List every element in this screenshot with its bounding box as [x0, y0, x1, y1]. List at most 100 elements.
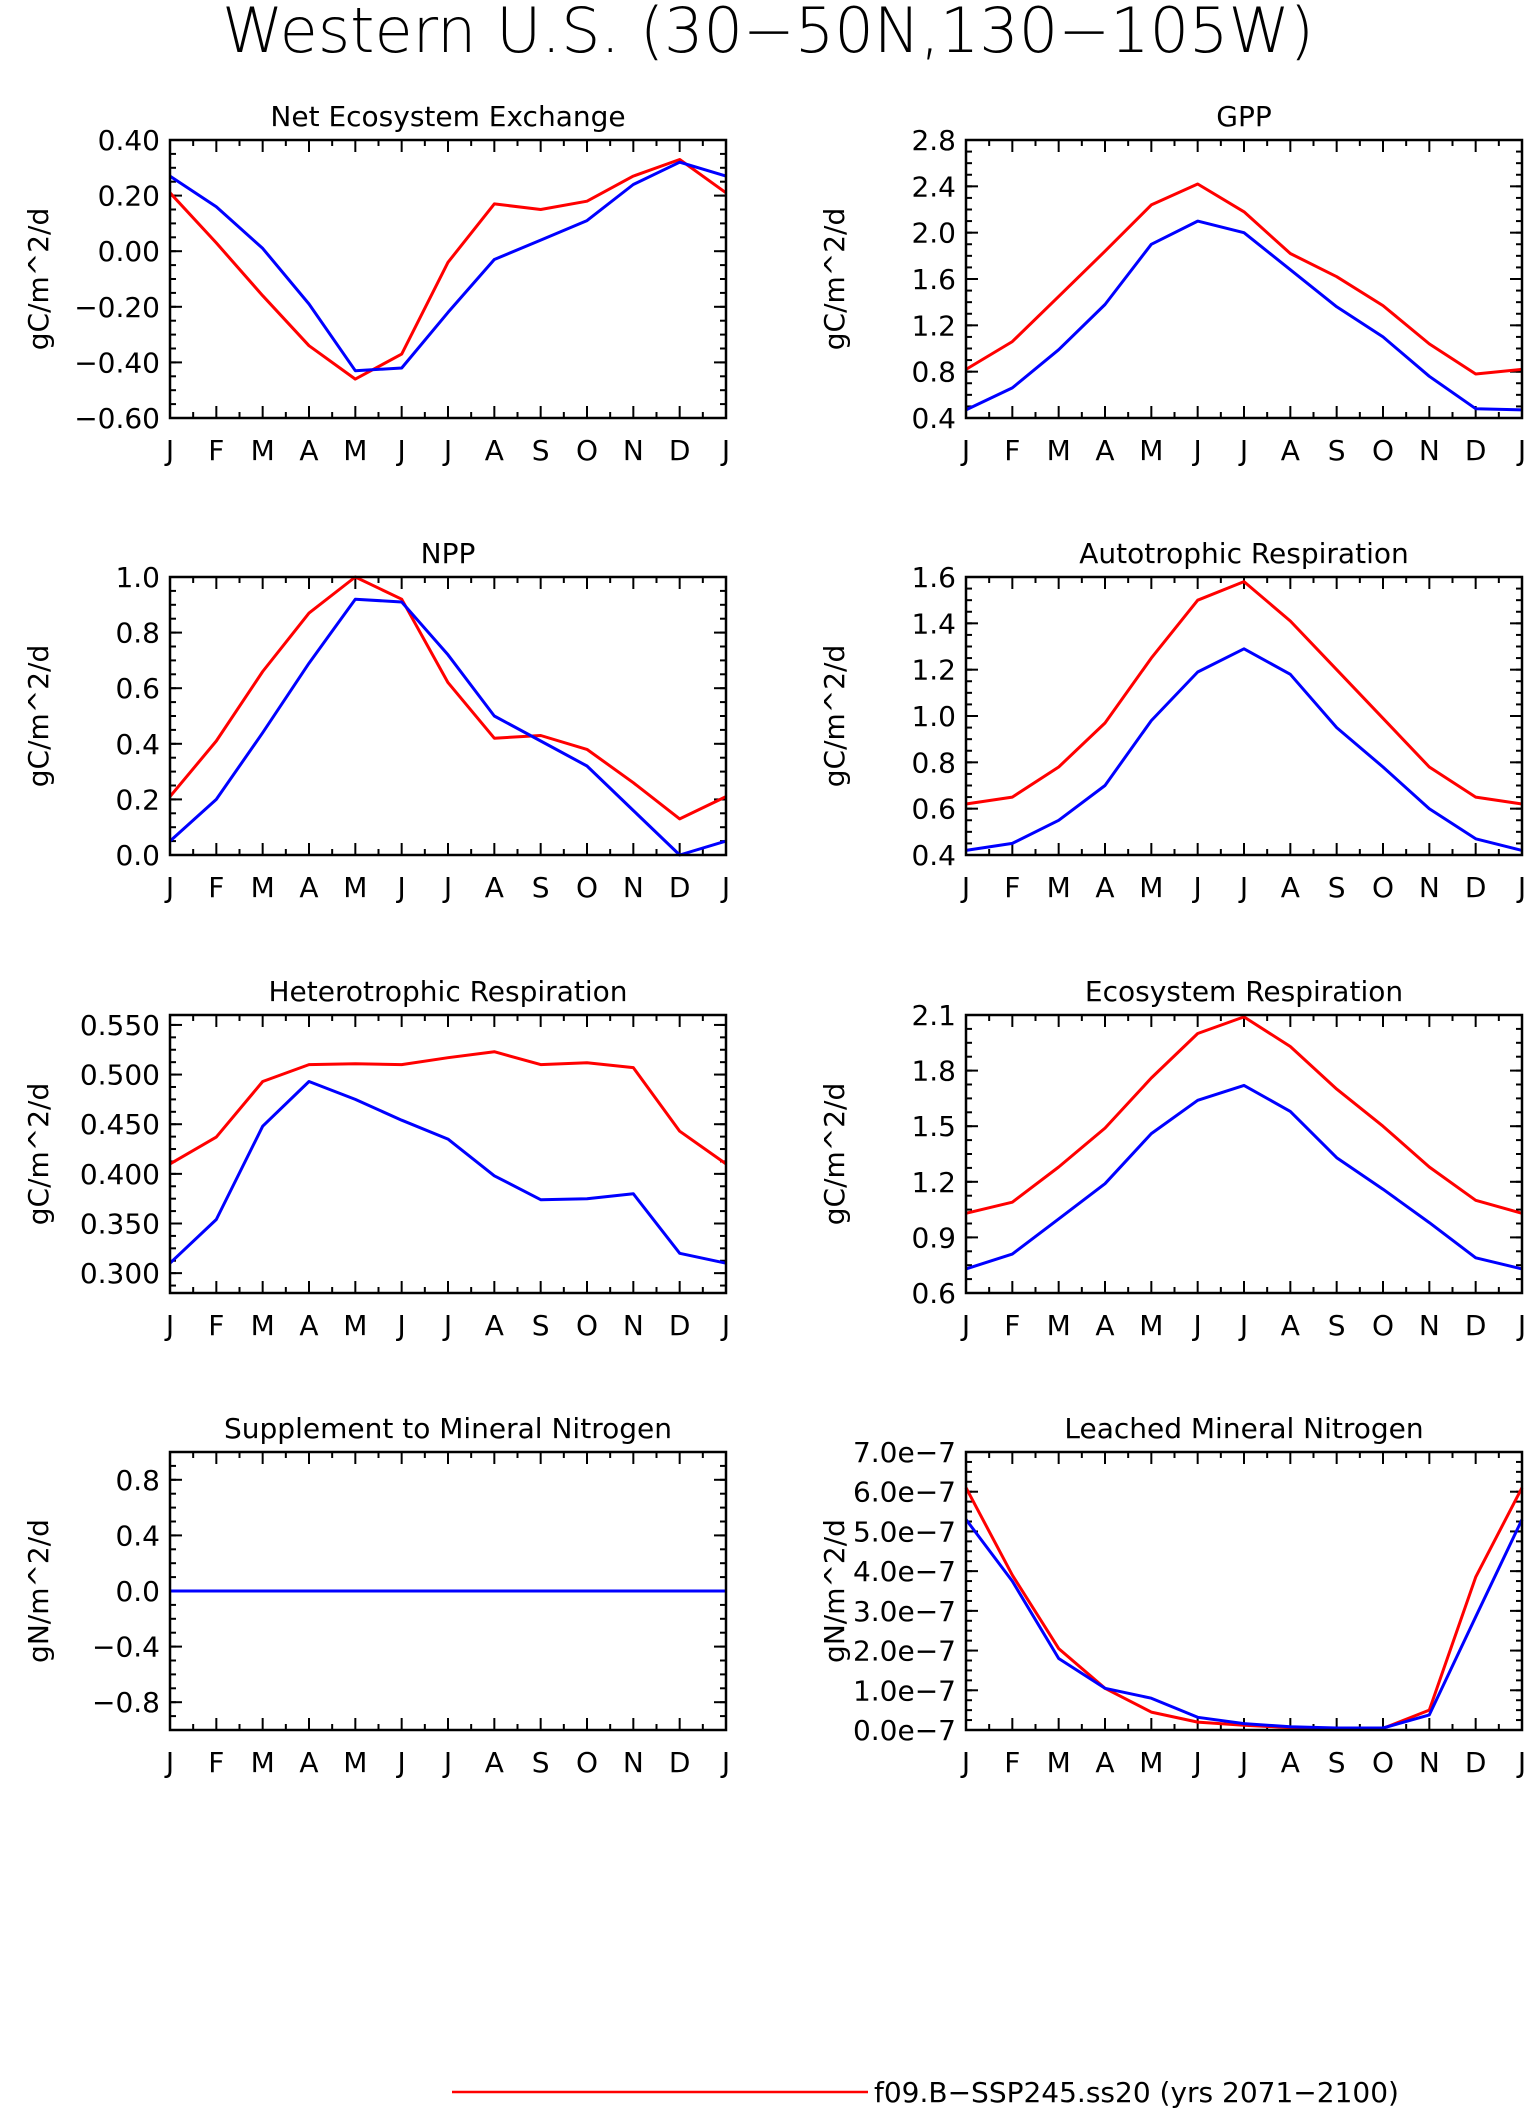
x-tick-label: J — [1238, 871, 1248, 904]
x-tick-label: M — [1047, 1746, 1071, 1779]
y-tick-label: 1.0 — [911, 700, 956, 733]
x-tick-label: M — [1047, 871, 1071, 904]
series-line-1 — [965, 580, 1523, 806]
x-tick-label: F — [208, 1309, 224, 1342]
x-tick-label: O — [576, 1746, 598, 1779]
y-tick-label: 0.6 — [115, 672, 160, 705]
y-tick-label: 0.8 — [911, 746, 956, 779]
y-tick-label: −0.40 — [74, 346, 160, 379]
x-tick-label: D — [1465, 434, 1487, 467]
plot-frame — [168, 1450, 728, 1732]
series-line-2 — [168, 1080, 727, 1265]
plot-frame — [168, 1013, 728, 1295]
y-axis-label: gC/m^2/d — [22, 645, 55, 788]
x-tick-label: D — [669, 1746, 691, 1779]
x-tick-label: O — [1372, 1309, 1394, 1342]
x-tick-label: S — [532, 871, 550, 904]
x-tick-label: J — [960, 434, 970, 467]
x-tick-label: O — [1372, 1746, 1394, 1779]
y-axis-label: gC/m^2/d — [818, 1083, 851, 1226]
x-tick-label: M — [343, 434, 367, 467]
series-line-1 — [169, 1050, 727, 1166]
y-tick-label: 0.20 — [98, 180, 160, 213]
x-tick-label: A — [299, 1746, 318, 1779]
x-tick-label: J — [164, 434, 174, 467]
x-tick-label: M — [251, 1309, 275, 1342]
y-axis-label: gC/m^2/d — [22, 1083, 55, 1226]
y-tick-label: 2.0e−7 — [853, 1635, 956, 1668]
x-tick-label: J — [720, 434, 730, 467]
y-tick-label: 1.0e−7 — [853, 1674, 956, 1707]
x-tick-label: A — [1281, 434, 1300, 467]
x-tick-label: N — [1419, 1746, 1440, 1779]
y-tick-label: 0.4 — [911, 839, 956, 872]
plot-frame — [964, 1450, 1524, 1732]
y-tick-label: 1.0 — [115, 561, 160, 594]
y-tick-label: 0.2 — [115, 783, 160, 816]
x-tick-label: J — [1516, 1309, 1526, 1342]
x-tick-label: J — [442, 871, 452, 904]
x-tick-label: A — [485, 434, 504, 467]
x-tick-label: J — [960, 1746, 970, 1779]
x-tick-label: M — [1047, 434, 1071, 467]
y-tick-label: 0.6 — [911, 793, 956, 826]
x-tick-label: J — [1192, 1746, 1202, 1779]
panel-title: NPP — [421, 537, 476, 570]
x-tick-label: N — [623, 434, 644, 467]
x-tick-label: N — [623, 1746, 644, 1779]
series-line-1 — [965, 182, 1523, 376]
x-tick-label: A — [1281, 1746, 1300, 1779]
plot-frame — [964, 138, 1524, 420]
y-axis-label: gN/m^2/d — [818, 1519, 851, 1663]
panel-title: Net Ecosystem Exchange — [270, 100, 625, 133]
x-tick-label: S — [1328, 1309, 1346, 1342]
x-tick-label: D — [669, 871, 691, 904]
legend-label: f09.B−SSP245.ss20 (yrs 2071−2100) — [874, 2076, 1399, 2109]
x-tick-label: J — [1192, 1309, 1202, 1342]
x-tick-label: M — [1139, 871, 1163, 904]
y-axis-label: gC/m^2/d — [22, 208, 55, 351]
y-tick-label: −0.20 — [74, 291, 160, 324]
x-tick-label: J — [1516, 871, 1526, 904]
x-tick-label: M — [251, 1746, 275, 1779]
x-tick-label: M — [251, 434, 275, 467]
x-tick-label: A — [1095, 1746, 1114, 1779]
chart-panel: Supplement to Mineral Nitrogen gN/m^2/d J F… — [22, 1412, 730, 1779]
y-tick-label: 0.0 — [115, 1575, 160, 1608]
x-tick-label: A — [299, 434, 318, 467]
x-tick-label: J — [396, 1309, 406, 1342]
y-tick-label: 0.450 — [80, 1108, 160, 1141]
x-tick-label: J — [960, 871, 970, 904]
x-tick-label: A — [485, 871, 504, 904]
x-tick-label: J — [1192, 871, 1202, 904]
x-tick-label: N — [623, 871, 644, 904]
x-tick-label: J — [1238, 1746, 1248, 1779]
plot-frame — [168, 575, 728, 857]
x-tick-label: J — [396, 434, 406, 467]
y-tick-label: 0.6 — [911, 1277, 956, 1310]
x-tick-label: J — [720, 1746, 730, 1779]
panel-title: Ecosystem Respiration — [1085, 975, 1403, 1008]
y-tick-label: −0.8 — [92, 1686, 160, 1719]
x-tick-label: A — [1095, 1309, 1114, 1342]
x-tick-label: J — [720, 1309, 730, 1342]
x-tick-label: M — [1047, 1309, 1071, 1342]
x-tick-label: D — [1465, 1309, 1487, 1342]
panel-title: Supplement to Mineral Nitrogen — [224, 1412, 672, 1445]
y-tick-label: 7.0e−7 — [853, 1436, 956, 1469]
y-tick-label: 0.40 — [98, 124, 160, 157]
x-tick-label: M — [251, 871, 275, 904]
x-tick-label: F — [1004, 434, 1020, 467]
x-tick-label: N — [623, 1309, 644, 1342]
series-line-2 — [169, 160, 727, 373]
x-tick-label: M — [343, 1309, 367, 1342]
x-tick-label: O — [576, 871, 598, 904]
y-axis-label: gN/m^2/d — [22, 1519, 55, 1663]
x-tick-label: M — [1139, 1309, 1163, 1342]
